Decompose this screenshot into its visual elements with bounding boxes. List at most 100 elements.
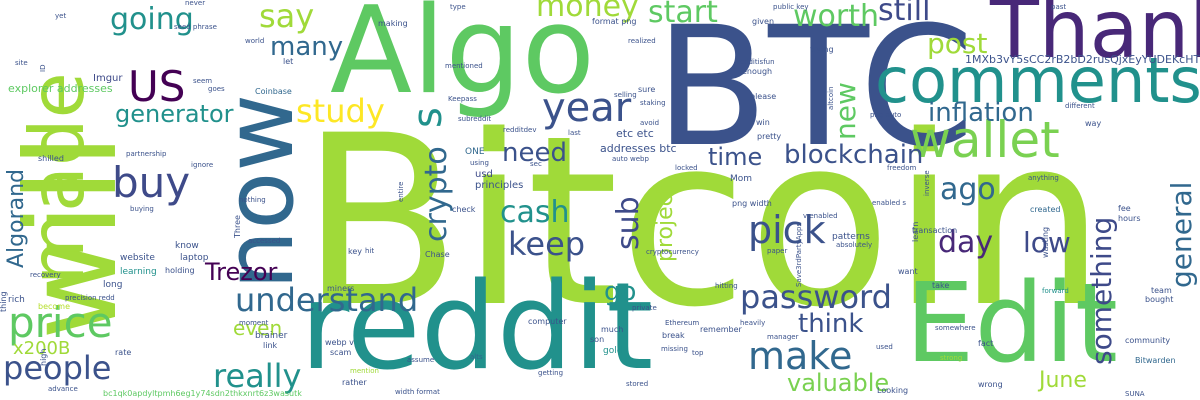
word-many: many [270, 32, 344, 62]
word-study: study [296, 92, 385, 130]
word-alts: alts [470, 353, 483, 361]
word-bought: bought [1145, 295, 1174, 304]
word-redditdev: redditdev [503, 126, 537, 134]
word-stored: stored [626, 380, 649, 388]
word-fee: fee [1118, 204, 1131, 213]
word-hit: cryptocurrency [646, 248, 699, 256]
word-sure: sure [638, 85, 656, 94]
word-pretty: pretty [757, 132, 782, 141]
word-win: win [756, 118, 770, 127]
word-become: become [38, 302, 71, 311]
word-staking: ID [39, 64, 47, 72]
word-different: different [1065, 102, 1095, 110]
word-keep: keep [508, 225, 586, 263]
word-btc: BTC [655, 0, 975, 183]
word-last: last [568, 129, 581, 137]
word-redditisfun: redditisfun [737, 58, 775, 66]
word-ftx: staking [640, 99, 666, 107]
word-post: post [927, 27, 988, 60]
word-brainer: brainer [255, 331, 288, 341]
word-mentioned: mentioned [445, 62, 483, 70]
word-gold: gold [603, 346, 623, 356]
word-auto-webp: auto webp [612, 155, 649, 163]
word-advance: advance [48, 385, 78, 393]
word-ago: ago [940, 172, 996, 207]
word-much: much [601, 325, 624, 334]
word-usd: usd [475, 169, 493, 180]
word-check: check [452, 205, 476, 214]
word-chase: Chase [425, 250, 450, 259]
word-community: community [1125, 336, 1171, 345]
word-cash: cash [500, 195, 570, 230]
word-entire: entire [397, 181, 405, 202]
word-need: need [502, 138, 567, 168]
word-long: long [103, 280, 123, 290]
word-day: day [938, 225, 994, 260]
word-transaction: transaction [912, 226, 958, 235]
word-selling: sec [530, 160, 542, 168]
word-hours: hours [1118, 214, 1141, 223]
word-making: making [378, 19, 408, 28]
word-etc-etc: etc etc [616, 127, 654, 140]
word-rate: rate [115, 348, 132, 357]
word-year: year [542, 85, 632, 131]
word-seed-phrase: seed phrase [174, 23, 217, 31]
word-freedom: wasting [1041, 226, 1050, 258]
word-addresses-btc: addresses btc [600, 142, 677, 155]
word-save3rdpartyapps: SUNA [1125, 390, 1145, 398]
word-time: time [708, 143, 763, 171]
word-us: US [128, 62, 186, 111]
word-trezor: Trezor [205, 258, 278, 286]
word-avoid: avoid [640, 119, 660, 127]
word-recovery: recovery [30, 271, 61, 279]
word-assume: assume [407, 356, 435, 364]
word-scam: scam [330, 348, 352, 357]
word-moment: moment [239, 319, 269, 327]
word-let: let [283, 57, 294, 66]
word-start: start [648, 0, 718, 30]
word-v-enabled: v enabled [803, 212, 838, 220]
word-link: link [263, 341, 278, 350]
word-edit: Edit [905, 259, 1119, 387]
word-getting: getting [538, 369, 564, 377]
word-even: even [233, 316, 283, 340]
word-key: key [348, 247, 363, 256]
word-valuable: valuable [787, 369, 890, 397]
word-explorer-addresses: explorer addresses [8, 82, 113, 95]
word-mention: mention [350, 367, 379, 375]
word-wrong: wrong [978, 380, 1003, 389]
word-wasting: Save3rdPartyApps [795, 222, 803, 287]
word-strong: strong [940, 354, 963, 362]
word-wallet: wallet [910, 111, 1060, 169]
word-goes: goes [208, 85, 225, 93]
word-made: made [13, 72, 101, 285]
word-holding: holding [165, 266, 195, 275]
word-absolutely: inverse [923, 170, 931, 196]
word-ethereum: Ethereum [665, 319, 700, 327]
word-know: know [175, 241, 199, 251]
word-patterns: patterns [832, 232, 870, 242]
word-world: world [245, 37, 265, 45]
word-shilled: shilled [38, 154, 64, 163]
word-ignore: ignore [191, 161, 214, 169]
word-format-png: format png [592, 17, 637, 26]
word-partnership: partnership [126, 150, 167, 158]
word-algorand: Algorand [4, 168, 29, 268]
word-used: freedom [887, 164, 917, 172]
word-comments: comments [875, 44, 1200, 117]
word-inflation: inflation [928, 98, 1034, 128]
word-still: still [878, 0, 931, 28]
word-heavily: heavily [740, 319, 766, 327]
word-fact: fact [978, 339, 994, 348]
word-inverse: absolutely [836, 241, 873, 249]
word-buy: buy [112, 158, 191, 207]
word-sub: sub [611, 196, 646, 250]
word-created: created [1030, 205, 1061, 214]
word-computer: computer [528, 317, 567, 326]
word-forward: forward [1042, 287, 1069, 295]
word-looking: Looking [877, 386, 909, 395]
word-cryptocurrency: anything [1028, 174, 1059, 182]
word-going: going [110, 2, 194, 37]
word-past: past [1051, 3, 1067, 11]
